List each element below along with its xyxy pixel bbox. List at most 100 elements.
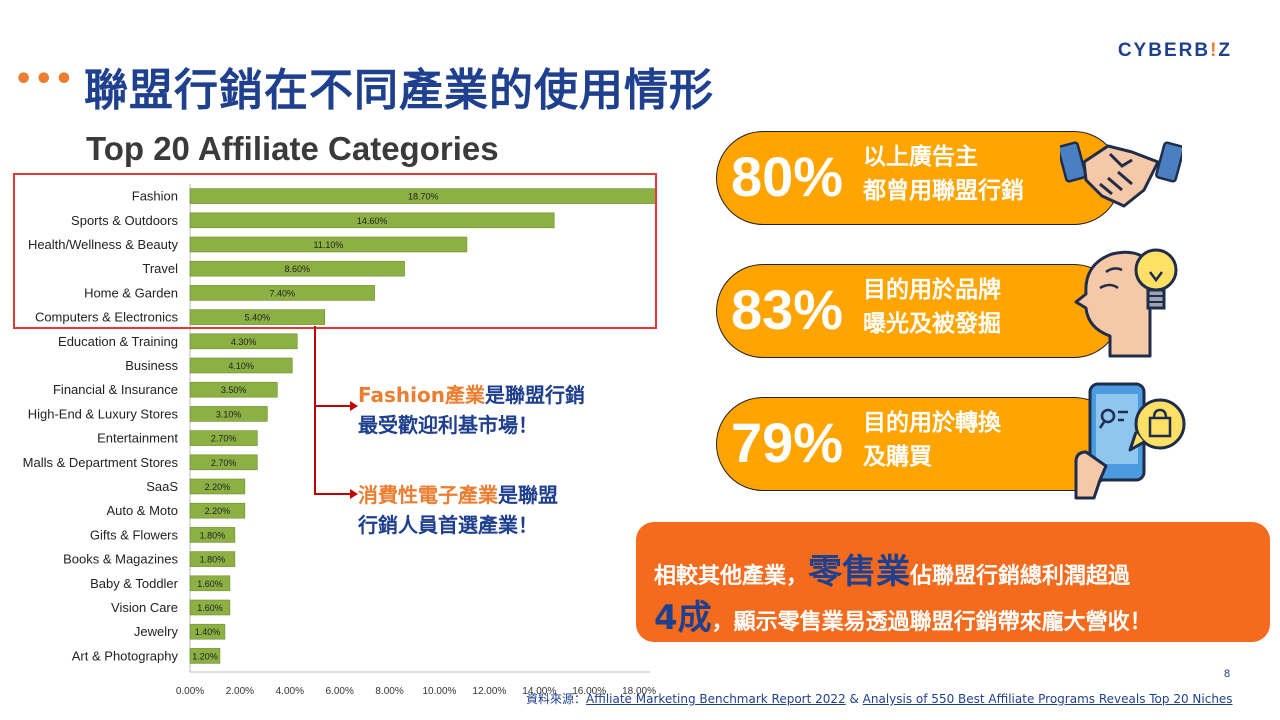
bar-value-label: 1.40% xyxy=(195,627,221,637)
bar-value-label: 1.60% xyxy=(197,603,223,613)
source-link-benchmark-report[interactable]: Affiliate Marketing Benchmark Report 202… xyxy=(586,692,846,706)
handshake-icon xyxy=(1060,141,1182,208)
summary-line2: 4成，顯示零售業易透過聯盟行銷帶來龐大營收！ xyxy=(654,590,1152,639)
bar xyxy=(189,260,405,277)
head-lightbulb-icon xyxy=(1074,248,1178,358)
fashion-note: Fashion產業是聯盟行銷 最受歡迎利基市場！ xyxy=(358,380,585,440)
summary-line1-post: 佔聯盟行銷總利潤超過 xyxy=(910,564,1131,589)
retail-summary-box: 相較其他產業，零售業佔聯盟行銷總利潤超過 4成，顯示零售業易透過聯盟行銷帶來龐大… xyxy=(636,522,1270,642)
bar-value-label: 7.40% xyxy=(270,288,296,298)
fashion-note-line2: 最受歡迎利基市場！ xyxy=(358,413,538,437)
bar-value-label: 3.50% xyxy=(221,385,247,395)
bar xyxy=(189,309,326,325)
summary-line2-post: ，顯示零售業易透過聯盟行銷帶來龐大營收！ xyxy=(711,610,1152,635)
bar-value-label: 2.20% xyxy=(205,482,231,492)
category-label: Home & Garden xyxy=(84,285,178,300)
category-label: Travel xyxy=(142,261,178,276)
stat-line2: 及購買 xyxy=(863,444,932,470)
bar-value-label: 2.70% xyxy=(211,458,237,468)
logo-text-left: CYBERB xyxy=(1117,40,1211,61)
x-tick-label: 12.00% xyxy=(472,686,506,697)
bar-value-label: 1.80% xyxy=(200,555,226,565)
bar-value-label: 11.10% xyxy=(314,240,344,250)
bar xyxy=(189,236,468,253)
stat-pill-advertisers: 80% 以上廣告主 都曾用聯盟行銷 xyxy=(716,131,1121,225)
bar xyxy=(189,381,278,398)
logo-text-right: Z xyxy=(1218,40,1232,61)
cyberbiz-logo: CYBERB!Z xyxy=(1118,40,1232,62)
title-dots: ••• xyxy=(14,62,75,97)
x-tick-label: 6.00% xyxy=(326,686,354,697)
category-label: Baby & Toddler xyxy=(90,576,179,591)
stat-line2: 都曾用聯盟行銷 xyxy=(863,178,1024,204)
stat-line2: 曝光及被發掘 xyxy=(863,311,1001,337)
category-label: Health/Wellness & Beauty xyxy=(28,237,179,252)
bar xyxy=(189,575,231,592)
bar xyxy=(189,648,221,664)
x-tick-label: 8.00% xyxy=(375,686,403,697)
category-label: Computers & Electronics xyxy=(35,310,179,325)
stat-text: 目的用於轉換 及購買 xyxy=(863,406,1001,474)
bar xyxy=(189,527,236,543)
bar xyxy=(189,357,293,374)
source-link-niches-analysis[interactable]: Analysis of 550 Best Affiliate Programs … xyxy=(862,692,1233,706)
affiliate-categories-bar-chart: Fashion 18.70% Sports & Outdoors 14.60% Heal… xyxy=(23,184,657,697)
bar-value-label: 14.60% xyxy=(357,216,388,226)
stat-line1: 目的用於轉換 xyxy=(863,410,1001,436)
bar xyxy=(189,599,231,616)
x-tick-label: 0.00% xyxy=(176,686,204,697)
bar xyxy=(189,333,298,350)
category-label: Malls & Department Stores xyxy=(23,455,179,470)
category-label: Jewelry xyxy=(134,624,179,639)
electronics-note-line2: 行銷人員首選產業！ xyxy=(358,513,538,537)
bar-value-label: 1.20% xyxy=(192,651,218,661)
x-tick-label: 10.00% xyxy=(423,686,457,697)
category-label: Education & Training xyxy=(58,334,178,349)
category-label: SaaS xyxy=(146,479,178,494)
page-title: 聯盟行銷在不同產業的使用情形 xyxy=(84,65,714,116)
x-tick-label: 16.00% xyxy=(572,686,606,697)
bar-value-label: 5.40% xyxy=(245,313,271,323)
connector-arrows xyxy=(314,326,358,499)
summary-line1-pre: 相較其他產業， xyxy=(654,564,809,589)
bar-value-label: 1.60% xyxy=(197,579,223,589)
category-label: Entertainment xyxy=(97,431,178,446)
bar-value-label: 2.70% xyxy=(211,434,237,444)
category-label: High-End & Luxury Stores xyxy=(28,406,179,421)
stat-percent: 79% xyxy=(731,411,844,474)
category-label: Financial & Insurance xyxy=(53,382,178,397)
bar-value-label: 3.10% xyxy=(216,409,242,419)
electronics-note-highlight: 消費性電子產業 xyxy=(358,483,498,507)
phone-shopping-icon xyxy=(1074,382,1186,500)
top-categories-highlight-box xyxy=(13,173,657,329)
stat-line1: 以上廣告主 xyxy=(863,144,978,170)
category-label: Business xyxy=(125,358,178,373)
bar xyxy=(189,212,555,229)
summary-line1: 相較其他產業，零售業佔聯盟行銷總利潤超過 xyxy=(654,544,1130,593)
bar xyxy=(189,623,226,640)
category-label: Gifts & Flowers xyxy=(90,527,179,542)
category-label: Books & Magazines xyxy=(63,552,178,567)
source-prefix: 資料來源： xyxy=(526,692,587,706)
summary-retail-highlight: 零售業 xyxy=(808,552,911,592)
source-joiner: & xyxy=(845,692,863,706)
stat-pill-brand-exposure: 83% 目的用於品牌 曝光及被發掘 xyxy=(716,264,1121,358)
bar xyxy=(189,406,268,422)
bar xyxy=(189,430,258,446)
fashion-note-highlight: Fashion產業 xyxy=(358,383,485,407)
stat-text: 目的用於品牌 曝光及被發掘 xyxy=(863,273,1001,341)
category-label: Sports & Outdoors xyxy=(71,213,178,228)
bar-value-label: 4.30% xyxy=(231,337,257,347)
bar-value-label: 1.80% xyxy=(200,530,226,540)
x-tick-label: 4.00% xyxy=(276,686,304,697)
stat-pill-conversion: 79% 目的用於轉換 及購買 xyxy=(716,397,1121,491)
x-tick-label: 14.00% xyxy=(522,686,556,697)
bar xyxy=(189,551,236,567)
category-label: Fashion xyxy=(132,189,178,204)
fashion-note-rest: 是聯盟行銷 xyxy=(484,383,585,407)
bar-value-label: 18.70% xyxy=(408,192,439,202)
bar-value-label: 8.60% xyxy=(285,264,311,274)
x-tick-label: 2.00% xyxy=(226,686,254,697)
bar-value-label: 4.10% xyxy=(228,361,254,371)
stat-percent: 83% xyxy=(731,278,844,341)
